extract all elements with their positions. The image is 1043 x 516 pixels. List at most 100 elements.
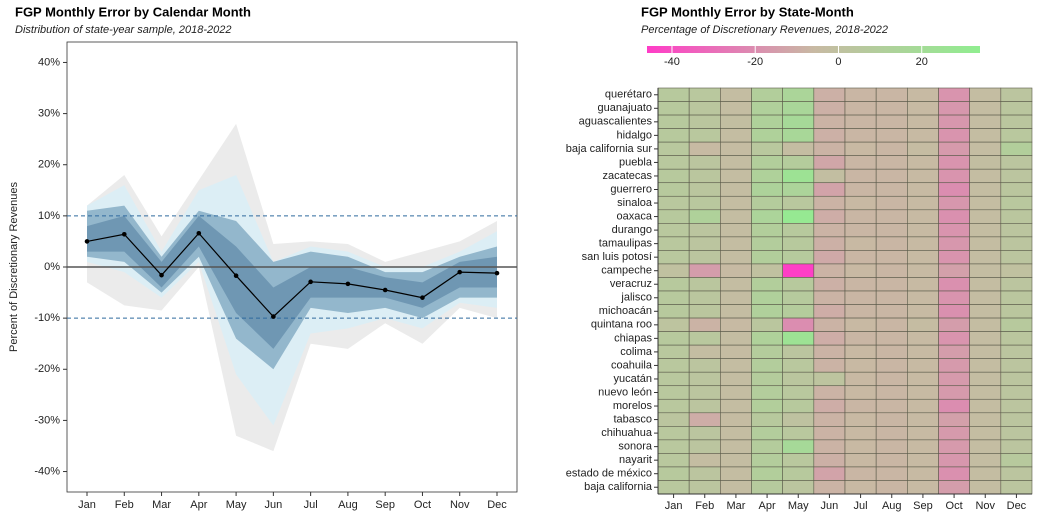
x-tick-label: Dec [1007,500,1027,512]
heatmap-cell [720,412,752,427]
heatmap-cell [969,87,1002,102]
heatmap-cell [813,128,846,143]
heatmap-cell [813,101,846,116]
heatmap-cell [907,263,939,278]
heatmap-cell [688,426,721,441]
heatmap-cell [751,466,783,481]
heatmap-cell [688,453,721,468]
heatmap-cell [657,250,690,265]
y-tick-label: hidalgo [617,129,652,141]
heatmap-cell [813,426,846,441]
heatmap-cell [969,277,1002,292]
heatmap-cell [657,209,690,224]
heatmap-cell [688,263,721,278]
heatmap-cell [720,358,752,373]
heatmap-cell [688,141,721,156]
y-tick-label: nuevo león [598,386,652,398]
heatmap-cell [938,155,970,170]
heatmap-cell [1000,304,1033,319]
heatmap-cell [751,439,783,454]
x-tick-label: Feb [115,499,134,511]
y-tick-label: -30% [34,414,60,426]
y-axis-title: Percent of Discretionary Revenues [8,182,20,352]
heatmap-cell [782,317,815,332]
heatmap-cell [782,480,815,495]
heatmap-cell [969,223,1002,238]
heatmap-cell [657,398,690,414]
heatmap-cell [813,236,846,251]
heatmap-cell [907,331,939,346]
heatmap-cell [657,155,690,170]
heatmap-cell [907,141,939,156]
y-tick-label: veracruz [610,278,652,290]
heatmap-cell [907,195,939,211]
y-tick-label: zacatecas [602,170,652,182]
heatmap-cell [907,412,939,427]
heatmap-cell [720,128,752,143]
colorbar [647,46,980,53]
heatmap-cell [782,209,815,224]
heatmap-cell [969,128,1002,143]
x-tick-label: Jan [665,500,683,512]
heatmap-cell [1000,317,1033,332]
heatmap-cell [969,358,1002,373]
x-tick-label: Sep [375,499,395,511]
heatmap-cell [688,209,721,224]
heatmap-cell [720,331,752,346]
heatmap-cell [657,466,690,481]
heatmap-cell [1000,141,1033,156]
heatmap-cell [875,426,908,441]
heatmap-cell [1000,480,1033,495]
heatmap-cell [751,371,783,387]
heatmap-cell [844,466,877,481]
heatmap-cell [875,344,908,359]
heatmap-cell [844,168,877,184]
heatmap-cell [657,480,690,495]
heatmap-cell [751,101,783,116]
heatmap-cell [688,466,721,481]
heatmap-cell [751,223,783,238]
heatmap-cell [751,236,783,251]
heatmap-cell [720,195,752,211]
heatmap-cell [844,331,877,346]
heatmap-cell [875,236,908,251]
heatmap-cell [875,155,908,170]
point [457,269,463,275]
heatmap-cell [751,250,783,265]
heatmap-cell [657,331,690,346]
heatmap-cell [813,168,846,184]
heatmap-cell [875,182,908,197]
heatmap-cell [969,385,1002,400]
heatmap-cell [782,439,815,454]
y-tick-label: -20% [34,363,60,375]
point [233,273,239,278]
heatmap-cell [875,304,908,319]
heatmap-cell [751,128,783,143]
y-tick-label: chihuahua [601,427,653,439]
heatmap-cell [720,101,752,116]
heatmap-cell [720,304,752,319]
heatmap-cell [844,398,877,414]
heatmap-cell [938,439,970,454]
x-tick-label: Jan [78,499,96,511]
x-tick-label: Mar [726,500,745,512]
point [382,287,388,293]
y-tick-label: oaxaca [617,210,653,222]
heatmap-cell [969,168,1002,184]
x-tick-label: Jul [304,499,318,511]
heatmap-cell [969,141,1002,156]
heatmap-cell [813,304,846,319]
heatmap-cell [875,453,908,468]
heatmap-cell [938,290,970,305]
heatmap-cell [938,128,970,143]
heatmap-cell [751,155,783,170]
heatmap-cell [782,304,815,319]
heatmap-cell [1000,439,1033,454]
point [159,272,164,278]
heatmap-cell [751,317,783,332]
heatmap-cell [907,304,939,319]
heatmap-cell [688,155,721,170]
heatmap-cell [907,168,939,184]
heatmap-cell [751,426,783,441]
